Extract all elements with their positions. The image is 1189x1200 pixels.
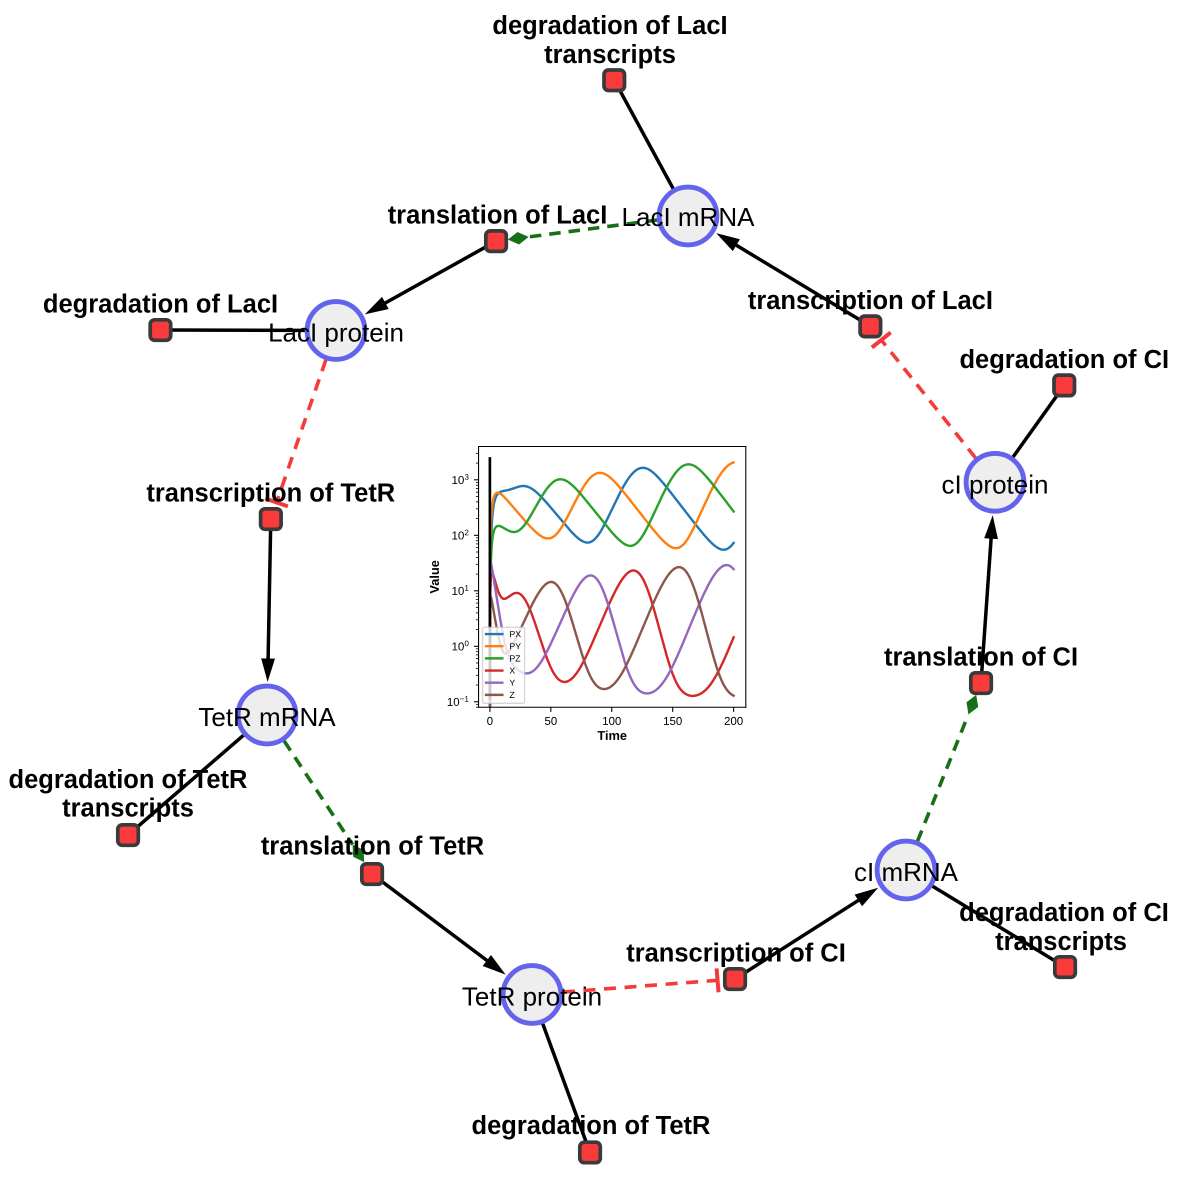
svg-text:TetR protein: TetR protein <box>462 982 602 1012</box>
svg-text:translation of LacI: translation of LacI <box>388 202 608 230</box>
svg-text:degradation of TetR: degradation of TetR <box>472 1112 711 1140</box>
svg-text:transcription of LacI: transcription of LacI <box>748 287 993 315</box>
svg-text:LacI mRNA: LacI mRNA <box>622 202 756 232</box>
svg-text:transcripts: transcripts <box>62 795 194 823</box>
svg-text:TetR mRNA: TetR mRNA <box>198 702 336 732</box>
svg-text:cI protein: cI protein <box>942 470 1049 500</box>
svg-text:degradation of CI: degradation of CI <box>959 346 1169 374</box>
svg-text:transcription of CI: transcription of CI <box>626 940 846 968</box>
svg-text:degradation of LacI: degradation of LacI <box>492 12 727 40</box>
svg-text:translation of CI: translation of CI <box>884 644 1078 672</box>
svg-text:transcription of TetR: transcription of TetR <box>146 480 395 508</box>
svg-text:cI mRNA: cI mRNA <box>854 857 959 887</box>
svg-text:LacI protein: LacI protein <box>268 318 404 348</box>
svg-text:transcripts: transcripts <box>995 928 1127 956</box>
svg-text:degradation of TetR: degradation of TetR <box>9 766 248 794</box>
svg-text:transcripts: transcripts <box>544 41 676 69</box>
svg-text:translation of TetR: translation of TetR <box>261 833 484 861</box>
svg-text:degradation of LacI: degradation of LacI <box>43 291 278 319</box>
svg-text:degradation of CI: degradation of CI <box>959 899 1169 927</box>
